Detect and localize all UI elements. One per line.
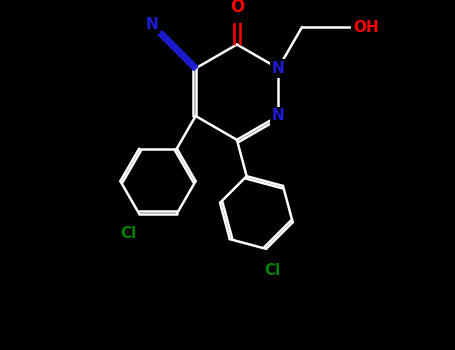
Text: Cl: Cl [120,226,136,241]
Text: OH: OH [353,20,379,35]
Text: O: O [230,0,244,16]
Text: N: N [272,108,284,124]
Text: N: N [146,18,158,32]
Text: Cl: Cl [264,263,280,278]
Text: N: N [272,61,284,76]
